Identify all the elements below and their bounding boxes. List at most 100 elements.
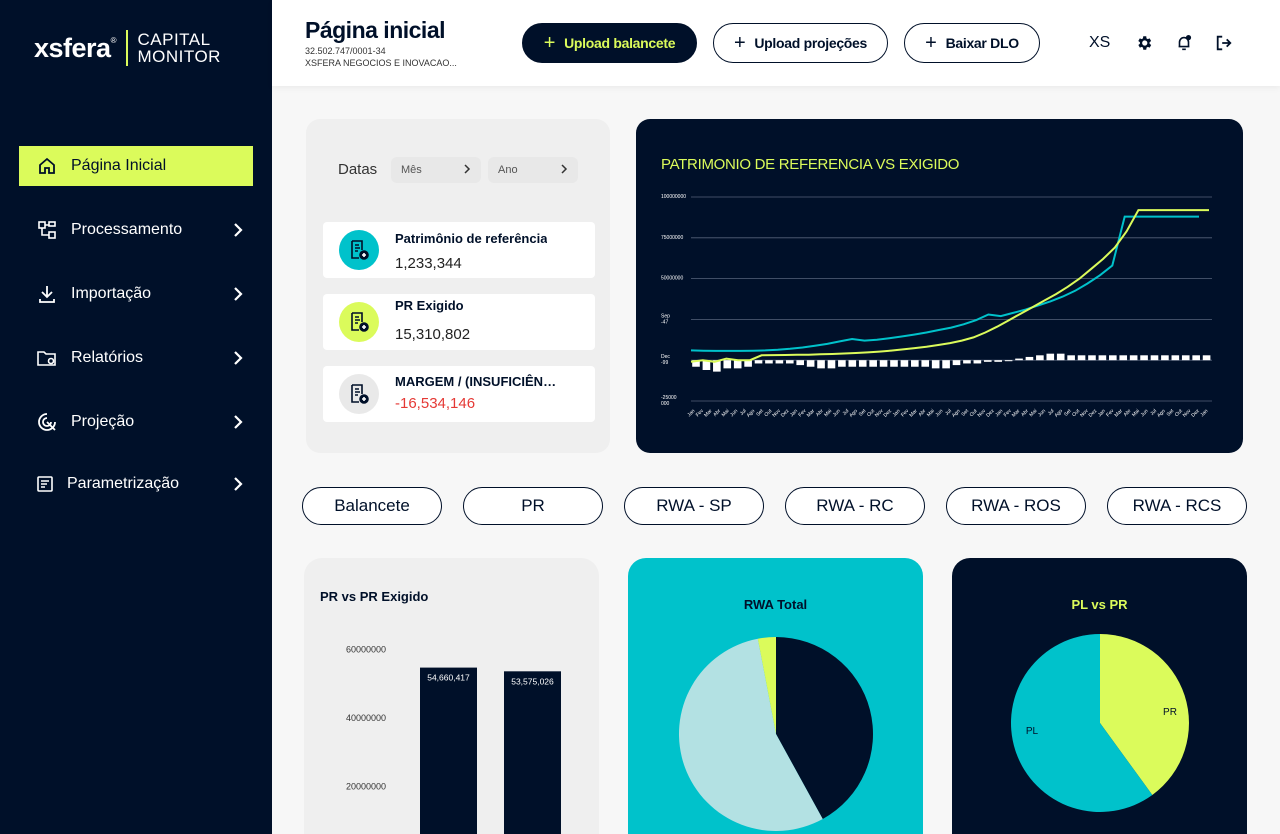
y-tick-label: Sep — [661, 313, 670, 319]
y-tick-label: -99 — [661, 360, 668, 366]
x-tick-label: Dez — [883, 408, 894, 419]
tab-rwa-sp[interactable]: RWA - SP — [624, 487, 764, 525]
sidebar-item-pagina-inicial[interactable]: Página Inicial — [19, 146, 253, 186]
bar-mark — [744, 360, 752, 367]
gear-icon[interactable] — [1135, 34, 1153, 52]
tab-pr[interactable]: PR — [463, 487, 603, 525]
bar-mark — [1192, 355, 1200, 361]
pr-vs-exigido-card: PR vs PR Exigido 60000000 40000000 2000000… — [304, 558, 599, 834]
bar-mark — [879, 360, 888, 367]
x-tick-label: Fev — [900, 408, 910, 418]
sidebar-item-projecao[interactable]: Projeção — [19, 402, 253, 442]
x-tick-label: Set — [1166, 408, 1176, 418]
bar-mark — [1088, 355, 1096, 361]
data-label: 53,575,026 — [511, 676, 554, 686]
plus-icon: + — [733, 32, 746, 54]
sidebar-item-label: Parametrização — [67, 475, 180, 492]
upload-balancete-button[interactable]: + Upload balancete — [522, 23, 697, 63]
x-tick-label: Jun — [1140, 408, 1150, 418]
kpi-margem[interactable]: MARGEM / (INSUFICIÊNCIA) -16,534,146 — [323, 366, 595, 422]
brand-sub-capital: CAPITAL — [137, 30, 211, 49]
kpi-value: 15,310,802 — [395, 326, 471, 343]
tab-rwa-rc[interactable]: RWA - RC — [785, 487, 925, 525]
x-tick-label: Ago — [951, 408, 962, 419]
x-tick-label: Nov — [1182, 408, 1193, 419]
series-line-teal — [690, 215, 1199, 352]
bar-mark — [963, 360, 971, 364]
bar-mark — [973, 360, 982, 364]
company-cnpj: 32.502.747/0001-34 — [305, 46, 386, 56]
bar-mark — [806, 360, 815, 367]
bar-mark — [827, 360, 836, 369]
kpi-pr-exigido[interactable]: PR Exigido 15,310,802 — [323, 294, 595, 350]
logout-icon[interactable] — [1215, 34, 1233, 52]
x-tick-label: Abr — [1123, 408, 1133, 418]
x-tick-label: Jul — [842, 408, 851, 417]
bar-mark — [775, 360, 784, 364]
bell-icon[interactable] — [1175, 34, 1193, 52]
bar-mark — [1056, 353, 1065, 361]
bar-mark — [911, 360, 919, 367]
data-label: 54,660,417 — [427, 673, 470, 683]
rwa-total-card: RWA Total — [628, 558, 923, 834]
sidebar-item-importacao[interactable]: Importação — [19, 274, 253, 314]
bar-mark — [1171, 355, 1180, 361]
x-tick-label: Fev — [1003, 408, 1013, 418]
y-tick-label: 000 — [661, 401, 670, 407]
tab-balancete[interactable]: Balancete — [302, 487, 442, 525]
x-tick-label: Jan — [994, 408, 1004, 418]
tab-rwa-rcs[interactable]: RWA - RCS — [1107, 487, 1247, 525]
chevron-right-icon — [223, 222, 253, 238]
x-tick-label: Dez — [1190, 408, 1201, 419]
pie-slice — [1010, 634, 1153, 812]
x-tick-label: Jan — [686, 408, 696, 418]
bar-mark — [1140, 355, 1148, 361]
bar-mark — [1025, 356, 1034, 361]
x-tick-label: Jun — [934, 408, 944, 418]
bar-mark — [952, 360, 961, 366]
baixar-dlo-button[interactable]: + Baixar DLO — [904, 23, 1040, 63]
x-tick-label: Nov — [874, 408, 885, 419]
month-select-label: Mês — [401, 164, 422, 176]
sidebar-item-processamento[interactable]: Processamento — [19, 210, 253, 250]
bar-mark — [692, 360, 700, 367]
x-tick-label: Mai — [721, 408, 731, 418]
x-tick-label: Abr — [815, 408, 825, 418]
sidebar-item-relatorios[interactable]: Relatórios — [19, 338, 253, 378]
x-tick-label: Out — [1071, 408, 1081, 418]
brand-logo[interactable]: xsfera ® CAPITAL MONITOR — [34, 30, 221, 66]
month-select[interactable]: Mês — [391, 157, 481, 183]
x-tick-label: Dez — [985, 408, 996, 419]
x-tick-label: Out — [763, 408, 773, 418]
tab-rwa-ros[interactable]: RWA - ROS — [946, 487, 1086, 525]
date-filter-label: Datas — [338, 161, 378, 178]
x-tick-label: Set — [960, 408, 970, 418]
button-label: Upload balancete — [564, 35, 676, 51]
bar-mark — [1046, 353, 1055, 361]
button-label: Upload projeções — [754, 35, 868, 51]
bar-mark — [921, 360, 930, 367]
y-tick-label: 20000000 — [346, 781, 386, 791]
x-tick-label: Out — [1174, 408, 1184, 418]
x-tick-label: Fev — [1105, 408, 1115, 418]
sidebar-item-parametrizacao[interactable]: Parametrização — [19, 464, 253, 504]
chevron-right-icon — [561, 163, 568, 177]
chevron-right-icon — [464, 163, 471, 177]
bar-mark — [1004, 360, 1013, 362]
page-title: Página inicial — [305, 17, 446, 43]
upload-projecoes-button[interactable]: + Upload projeções — [713, 23, 888, 63]
pie-label: PL — [1026, 726, 1039, 737]
y-tick-label: 50000000 — [661, 276, 683, 282]
x-tick-label: Jan — [1199, 408, 1209, 418]
pie-slice — [757, 637, 776, 734]
x-tick-label: Fev — [695, 408, 705, 418]
user-initials[interactable]: XS — [1089, 34, 1111, 51]
x-tick-label: Jun — [729, 408, 739, 418]
year-select[interactable]: Ano — [488, 157, 578, 183]
x-tick-label: Mai — [926, 408, 936, 418]
chevron-right-icon — [223, 286, 253, 302]
document-add-icon — [339, 302, 379, 342]
kpi-patrimonio-referencia[interactable]: Patrimônio de referência 1,233,344 — [323, 222, 595, 278]
bar-mark — [1150, 355, 1159, 361]
x-tick-label: Abr — [712, 408, 722, 418]
